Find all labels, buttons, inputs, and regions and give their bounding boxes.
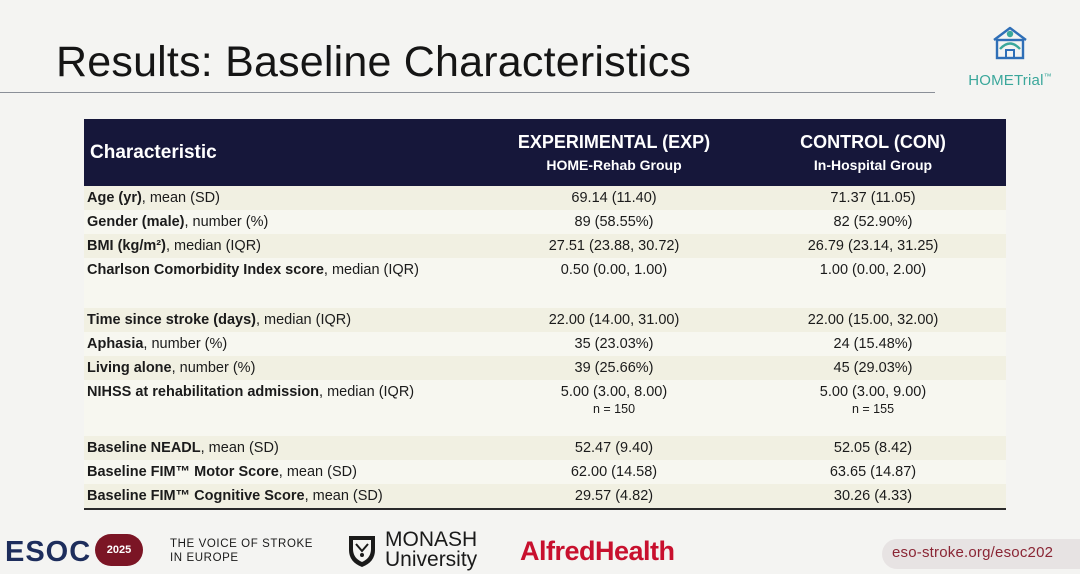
table-row: Age (yr), mean (SD) 69.14 (11.40) 71.37 … xyxy=(84,186,1006,210)
baseline-characteristics-table: Characteristic EXPERIMENTAL (EXP) HOME-R… xyxy=(84,119,1006,510)
con-value: 22.00 (15.00, 32.00) xyxy=(740,308,1006,332)
table-row: Baseline FIM™ Motor Score, mean (SD) 62.… xyxy=(84,460,1006,484)
con-value: 82 (52.90%) xyxy=(740,210,1006,234)
table-row: Living alone, number (%) 39 (25.66%) 45 … xyxy=(84,356,1006,380)
exp-value: 89 (58.55%) xyxy=(488,210,740,234)
table-header-row: Characteristic EXPERIMENTAL (EXP) HOME-R… xyxy=(84,119,1006,186)
con-sample-size: n = 155 xyxy=(851,402,895,416)
row-label: BMI (kg/m²), median (IQR) xyxy=(84,234,488,258)
row-label: Baseline NEADL, mean (SD) xyxy=(84,436,488,460)
exp-value: 0.50 (0.00, 1.00) xyxy=(488,258,740,308)
row-label: Baseline FIM™ Motor Score, mean (SD) xyxy=(84,460,488,484)
con-value: 5.00 (3.00, 9.00) n = 155 xyxy=(740,380,1006,436)
header-characteristic: Characteristic xyxy=(84,119,488,186)
exp-value: 22.00 (14.00, 31.00) xyxy=(488,308,740,332)
row-label: Baseline FIM™ Cognitive Score, mean (SD) xyxy=(84,484,488,510)
table-row: BMI (kg/m²), median (IQR) 27.51 (23.88, … xyxy=(84,234,1006,258)
table-row: NIHSS at rehabilitation admission, media… xyxy=(84,380,1006,436)
esoc-year-badge: 2025 xyxy=(95,534,143,566)
row-label: NIHSS at rehabilitation admission, media… xyxy=(84,380,488,436)
row-label: Time since stroke (days), median (IQR) xyxy=(84,308,488,332)
esoc-tagline: THE VOICE OF STROKE IN EUROPE xyxy=(170,538,314,564)
exp-value: 39 (25.66%) xyxy=(488,356,740,380)
esoc-logo: ESOC xyxy=(5,536,92,568)
home-trial-logo: HOMETrial™ xyxy=(955,22,1065,89)
alfred-health-logo: AlfredHealth xyxy=(520,536,675,566)
slide-footer: ESOC 2025 THE VOICE OF STROKE IN EUROPE … xyxy=(0,524,1080,574)
exp-value-main: 5.00 (3.00, 8.00) xyxy=(560,384,668,400)
exp-value: 29.57 (4.82) xyxy=(488,484,740,510)
table-row: Charlson Comorbidity Index score, median… xyxy=(84,258,1006,308)
header-control-title: CONTROL (CON) xyxy=(800,132,946,152)
header-experimental: EXPERIMENTAL (EXP) HOME-Rehab Group xyxy=(488,119,740,186)
table-row: Baseline NEADL, mean (SD) 52.47 (9.40) 5… xyxy=(84,436,1006,460)
row-label: Aphasia, number (%) xyxy=(84,332,488,356)
row-label: Age (yr), mean (SD) xyxy=(84,186,488,210)
table-row: Time since stroke (days), median (IQR) 2… xyxy=(84,308,1006,332)
table-row: Baseline FIM™ Cognitive Score, mean (SD)… xyxy=(84,484,1006,510)
con-value: 71.37 (11.05) xyxy=(740,186,1006,210)
row-label: Charlson Comorbidity Index score, median… xyxy=(84,258,488,308)
con-value: 30.26 (4.33) xyxy=(740,484,1006,510)
slide-title: Results: Baseline Characteristics xyxy=(56,38,692,86)
home-trial-logo-icon xyxy=(993,26,1027,60)
exp-sample-size: n = 150 xyxy=(592,402,636,416)
con-value: 52.05 (8.42) xyxy=(740,436,1006,460)
header-control: CONTROL (CON) In-Hospital Group xyxy=(740,119,1006,186)
exp-value: 62.00 (14.58) xyxy=(488,460,740,484)
table-row: Aphasia, number (%) 35 (23.03%) 24 (15.4… xyxy=(84,332,1006,356)
exp-value: 69.14 (11.40) xyxy=(488,186,740,210)
exp-value: 5.00 (3.00, 8.00) n = 150 xyxy=(488,380,740,436)
table-row: Gender (male), number (%) 89 (58.55%) 82… xyxy=(84,210,1006,234)
con-value: 1.00 (0.00, 2.00) xyxy=(740,258,1006,308)
con-value: 63.65 (14.87) xyxy=(740,460,1006,484)
exp-value: 35 (23.03%) xyxy=(488,332,740,356)
row-label: Gender (male), number (%) xyxy=(84,210,488,234)
con-value: 45 (29.03%) xyxy=(740,356,1006,380)
exp-value: 52.47 (9.40) xyxy=(488,436,740,460)
esoc-url: eso-stroke.org/esoc202 xyxy=(892,544,1054,561)
title-divider xyxy=(0,92,935,93)
con-value: 24 (15.48%) xyxy=(740,332,1006,356)
con-value: 26.79 (23.14, 31.25) xyxy=(740,234,1006,258)
header-experimental-title: EXPERIMENTAL (EXP) xyxy=(517,132,711,152)
con-value-main: 5.00 (3.00, 9.00) xyxy=(819,384,927,400)
row-label: Living alone, number (%) xyxy=(84,356,488,380)
monash-logo-text: MONASH University xyxy=(385,528,478,571)
header-experimental-subtitle: HOME-Rehab Group xyxy=(546,157,682,173)
header-control-subtitle: In-Hospital Group xyxy=(813,157,933,173)
monash-crest-icon xyxy=(349,536,375,567)
exp-value: 27.51 (23.88, 30.72) xyxy=(488,234,740,258)
home-trial-logo-text: HOMETrial™ xyxy=(968,72,1052,89)
url-pill xyxy=(882,539,1080,569)
